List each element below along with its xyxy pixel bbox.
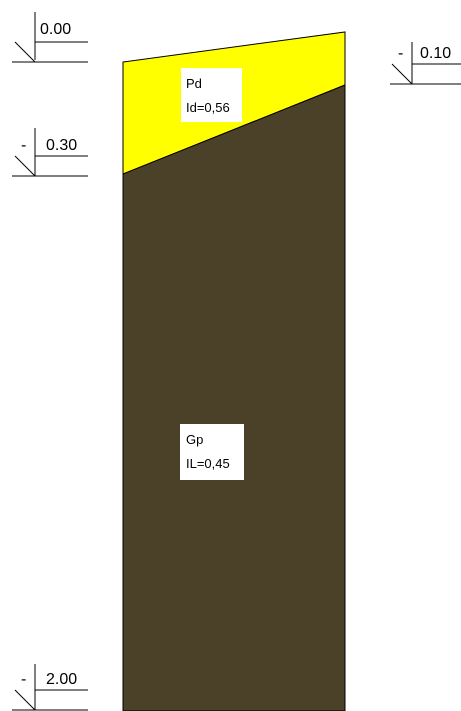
layer-gp-label: Gp IL=0,45 [180,424,244,480]
level-marker-0-00 [12,12,88,63]
level-sign-2-00: - [21,671,26,688]
level-sign-0-10: - [398,45,403,62]
level-label-0-00: 0.00 [40,21,71,38]
layer-pd-param: Id=0,56 [186,100,230,115]
layer-gp-param: IL=0,45 [186,456,230,471]
level-label-2-00: 2.00 [46,671,77,688]
level-label-0-30: 0.30 [46,137,77,154]
level-marker-2-00 [12,664,88,711]
layer-pd-label: Pd Id=0,56 [181,68,242,122]
level-marker-0-30 [12,128,88,177]
layer-pd-code: Pd [186,76,202,91]
level-sign-0-30: - [21,137,26,154]
layer-gp [122,84,346,711]
layer-gp-code: Gp [186,432,203,447]
level-marker-0-10 [390,42,461,85]
level-label-0-10: 0.10 [420,45,451,62]
